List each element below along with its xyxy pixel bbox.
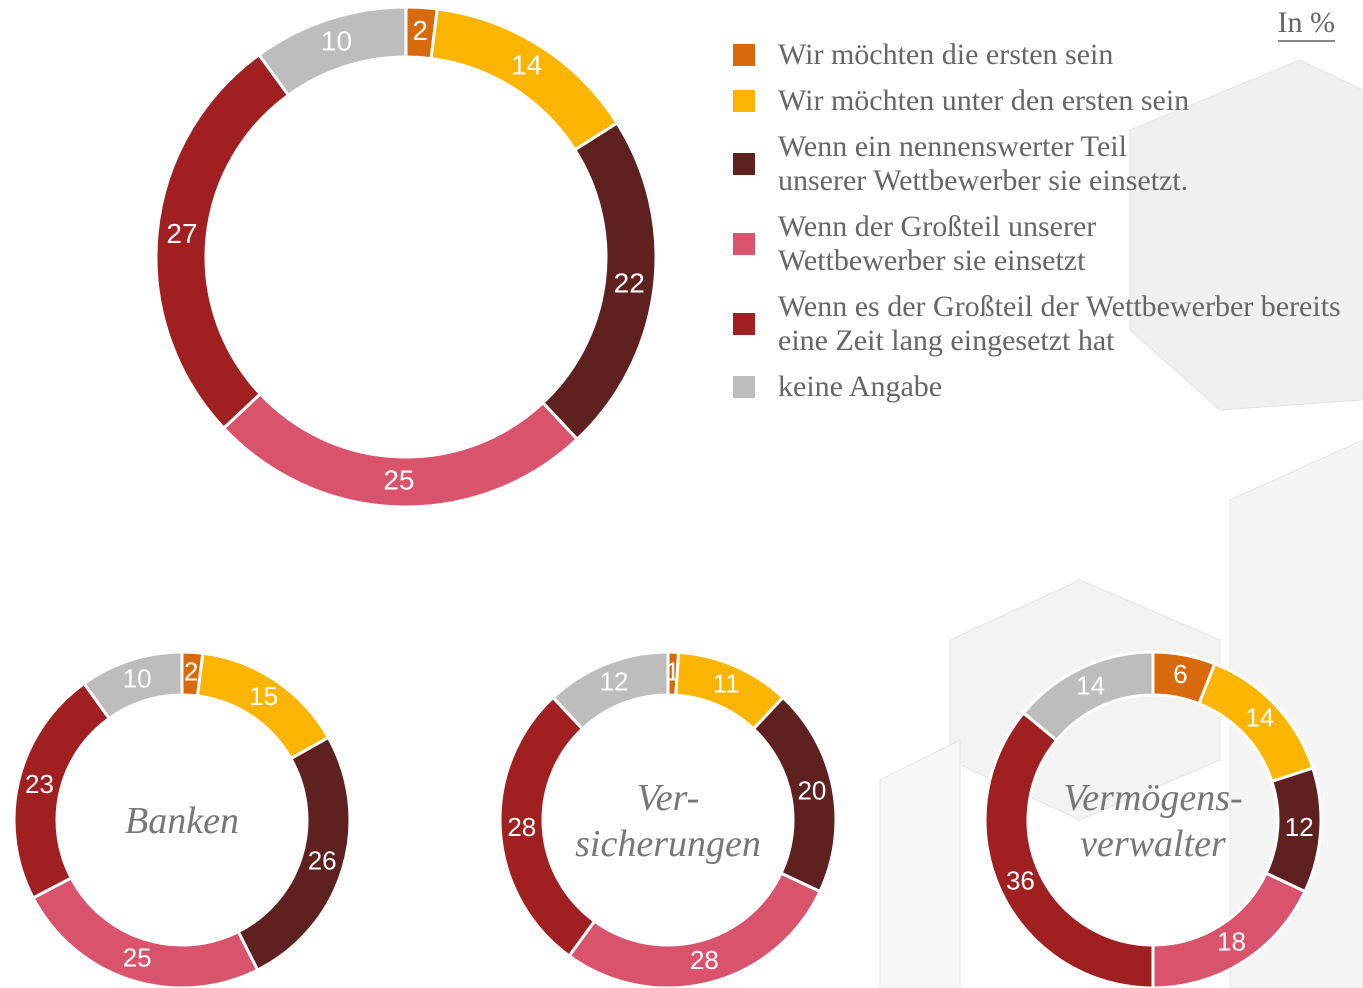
legend-item: Wir möchten die ersten sein <box>733 38 1348 72</box>
data-label: 25 <box>123 942 152 972</box>
donut-segment <box>256 5 408 98</box>
data-label: 14 <box>511 49 542 80</box>
chart-title-line: Vermögens- <box>1063 777 1242 819</box>
legend-item: Wenn es der Großteil der Wettbewerber be… <box>733 290 1348 358</box>
data-label: 23 <box>25 769 54 799</box>
legend-swatch <box>733 233 755 255</box>
chart-title-line: verwalter <box>1080 823 1226 865</box>
data-label: 28 <box>690 945 719 975</box>
data-label: 18 <box>1217 927 1246 957</box>
chart-title-line: sicherungen <box>575 823 761 865</box>
legend-label: keine Angabe <box>778 370 943 403</box>
unit-label: In % <box>1277 6 1335 42</box>
legend-label: Wir möchten die ersten sein <box>778 38 1114 71</box>
data-label: 11 <box>713 668 740 698</box>
legend-item: Wenn ein nennenswerter Teil unserer Wett… <box>733 130 1348 198</box>
legend-label: Wenn es der Großteil der Wettbewerber be… <box>778 290 1341 357</box>
data-label: 12 <box>1285 812 1314 842</box>
donut-segment <box>1021 650 1155 743</box>
legend: Wir möchten die ersten sein Wir möchten u… <box>733 38 1348 416</box>
data-label: 10 <box>321 25 352 56</box>
data-label: 26 <box>308 846 337 876</box>
chart-title-line: Ver- <box>637 777 700 819</box>
legend-swatch <box>733 90 755 112</box>
chart-title: Banken <box>125 800 239 842</box>
data-label: 20 <box>797 775 826 805</box>
legend-swatch <box>733 153 755 175</box>
data-label: 6 <box>1173 659 1187 689</box>
donut-segment <box>983 710 1155 988</box>
chart-title: Ver-sicherungen <box>575 777 761 865</box>
data-label: 10 <box>123 663 152 693</box>
legend-item: Wenn der Großteil unserer Wettbewerber s… <box>733 210 1348 278</box>
legend-swatch <box>733 376 755 398</box>
data-label: 2 <box>412 15 428 46</box>
donut-segment <box>82 650 184 721</box>
data-label: 36 <box>1006 865 1035 895</box>
legend-swatch <box>733 44 755 66</box>
legend-item: Wir möchten unter den ersten sein <box>733 84 1348 118</box>
chart-title-line: Banken <box>125 800 239 842</box>
legend-label: Wenn der Großteil unserer Wettbewerber s… <box>778 210 1097 277</box>
legend-item: keine Angabe <box>733 370 1348 404</box>
legend-label: Wenn ein nennenswerter Teil unserer Wett… <box>778 130 1189 197</box>
data-label: 2 <box>184 657 198 687</box>
data-label: 22 <box>614 268 645 299</box>
data-label: 25 <box>383 464 414 495</box>
data-label: 14 <box>1076 670 1105 700</box>
donut-segment <box>1151 871 1308 988</box>
legend-swatch <box>733 313 755 335</box>
data-label: 15 <box>249 681 278 711</box>
donut-segment <box>550 650 670 731</box>
data-label: 12 <box>600 667 629 697</box>
chart-title: Vermögens-verwalter <box>1063 777 1242 865</box>
legend-label: Wir möchten unter den ersten sein <box>778 84 1190 117</box>
data-label: 27 <box>166 218 197 249</box>
data-label: 28 <box>507 812 536 842</box>
data-label: 14 <box>1245 703 1274 733</box>
